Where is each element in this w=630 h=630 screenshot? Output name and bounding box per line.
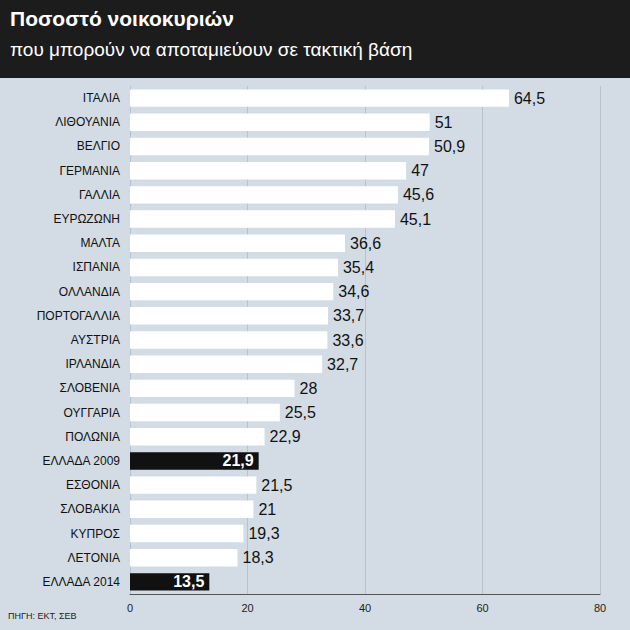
- svg-text:ΕΛΛΑΔΑ 2009: ΕΛΛΑΔΑ 2009: [43, 454, 121, 468]
- svg-text:ΒΕΛΓΙΟ: ΒΕΛΓΙΟ: [77, 139, 120, 153]
- svg-text:ΕΥΡΩΖΩΝΗ: ΕΥΡΩΖΩΝΗ: [53, 212, 120, 226]
- svg-text:20: 20: [241, 602, 253, 614]
- svg-text:33,6: 33,6: [332, 332, 363, 349]
- svg-text:ΙΤΑΛΙΑ: ΙΤΑΛΙΑ: [83, 91, 120, 105]
- svg-text:45,6: 45,6: [403, 186, 434, 203]
- svg-text:ΣΛΟΒΑΚΙΑ: ΣΛΟΒΑΚΙΑ: [60, 502, 120, 516]
- svg-text:ΕΣΘΟΝΙΑ: ΕΣΘΟΝΙΑ: [66, 478, 120, 492]
- svg-text:60: 60: [476, 602, 488, 614]
- svg-text:ΚΥΠΡΟΣ: ΚΥΠΡΟΣ: [71, 527, 120, 541]
- svg-text:Ποσοστό νοικοκυριών: Ποσοστό νοικοκυριών: [10, 7, 234, 30]
- svg-text:ΠΟΡΤΟΓΑΛΛΙΑ: ΠΟΡΤΟΓΑΛΛΙΑ: [37, 309, 120, 323]
- svg-text:32,7: 32,7: [327, 356, 358, 373]
- svg-text:19,3: 19,3: [248, 525, 279, 542]
- svg-text:ΙΡΛΑΝΔΙΑ: ΙΡΛΑΝΔΙΑ: [66, 357, 121, 371]
- svg-text:0: 0: [127, 602, 133, 614]
- svg-text:ΛΙΘΟΥΑΝΙΑ: ΛΙΘΟΥΑΝΙΑ: [55, 115, 120, 129]
- svg-text:64,5: 64,5: [514, 90, 545, 107]
- svg-text:ΟΛΛΑΝΔΙΑ: ΟΛΛΑΝΔΙΑ: [59, 285, 120, 299]
- svg-text:13,5: 13,5: [173, 573, 204, 590]
- svg-text:50,9: 50,9: [434, 138, 465, 155]
- svg-text:35,4: 35,4: [343, 259, 374, 276]
- svg-text:ΓΕΡΜΑΝΙΑ: ΓΕΡΜΑΝΙΑ: [59, 164, 120, 178]
- svg-text:ΜΑΛΤΑ: ΜΑΛΤΑ: [80, 236, 120, 250]
- svg-text:18,3: 18,3: [243, 549, 274, 566]
- svg-text:28: 28: [300, 380, 318, 397]
- svg-text:ΣΛΟΒΕΝΙΑ: ΣΛΟΒΕΝΙΑ: [59, 381, 120, 395]
- svg-text:47: 47: [411, 162, 429, 179]
- svg-text:21,9: 21,9: [223, 452, 254, 469]
- svg-text:21: 21: [258, 501, 276, 518]
- svg-text:ΟΥΓΓΑΡΙΑ: ΟΥΓΓΑΡΙΑ: [64, 406, 120, 420]
- svg-text:51: 51: [435, 114, 453, 131]
- svg-text:ΕΛΛΑΔΑ 2014: ΕΛΛΑΔΑ 2014: [43, 575, 121, 589]
- svg-text:40: 40: [359, 602, 371, 614]
- svg-text:36,6: 36,6: [350, 235, 381, 252]
- svg-text:ΛΕΤΟΝΙΑ: ΛΕΤΟΝΙΑ: [68, 551, 120, 565]
- svg-text:ΠΗΓΗ: ΕΚΤ, ΣΕΒ: ΠΗΓΗ: ΕΚΤ, ΣΕΒ: [8, 611, 77, 621]
- svg-text:33,7: 33,7: [333, 307, 364, 324]
- svg-text:ΙΣΠΑΝΙΑ: ΙΣΠΑΝΙΑ: [73, 260, 120, 274]
- svg-text:ΓΑΛΛΙΑ: ΓΑΛΛΙΑ: [79, 188, 120, 202]
- svg-text:80: 80: [594, 602, 606, 614]
- svg-text:25,5: 25,5: [285, 404, 316, 421]
- svg-text:που μπορούν να αποταμιεύουν σε: που μπορούν να αποταμιεύουν σε τακτική β…: [10, 39, 412, 60]
- svg-text:ΠΟΛΩΝΙΑ: ΠΟΛΩΝΙΑ: [65, 430, 120, 444]
- svg-text:ΑΥΣΤΡΙΑ: ΑΥΣΤΡΙΑ: [71, 333, 120, 347]
- svg-text:22,9: 22,9: [270, 428, 301, 445]
- svg-text:21,5: 21,5: [261, 477, 292, 494]
- svg-text:45,1: 45,1: [400, 211, 431, 228]
- svg-text:34,6: 34,6: [338, 283, 369, 300]
